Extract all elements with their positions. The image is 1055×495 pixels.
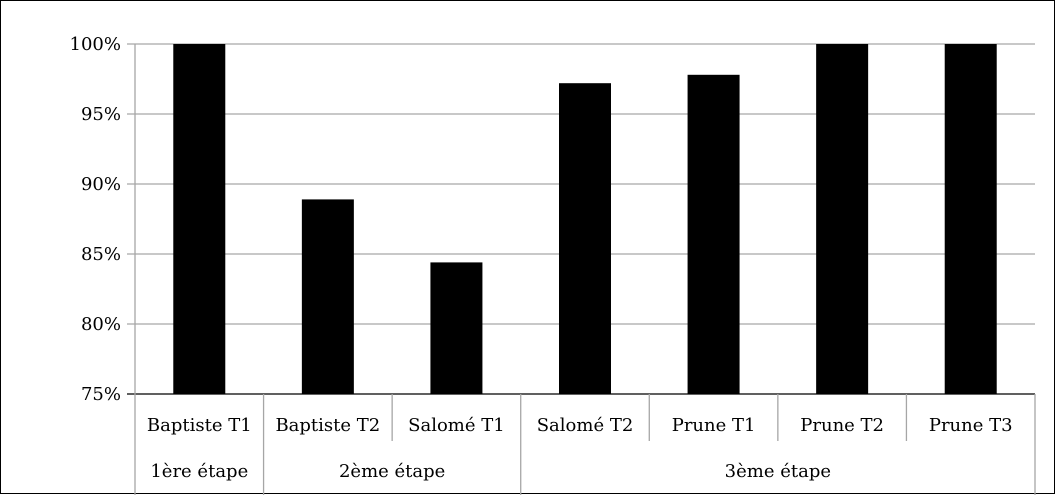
y-tick-label: 80% <box>81 314 121 335</box>
bar <box>430 262 483 394</box>
x-category-label: Salomé T1 <box>408 415 505 436</box>
x-category-label: Baptiste T1 <box>147 415 252 436</box>
y-tick-label: 95% <box>81 104 121 125</box>
x-group-label: 3ème étape <box>725 461 831 482</box>
y-tick-label: 75% <box>81 384 121 405</box>
y-tick-label: 100% <box>70 34 121 55</box>
bar <box>944 44 997 394</box>
bar <box>559 83 611 394</box>
bar <box>173 44 226 394</box>
x-category-label: Prune T3 <box>929 415 1013 436</box>
y-tick-label: 90% <box>81 174 121 195</box>
bar <box>816 44 869 394</box>
x-category-label: Baptiste T2 <box>275 415 380 436</box>
bar <box>301 199 354 394</box>
x-category-label: Prune T1 <box>672 415 756 436</box>
x-category-label: Prune T2 <box>800 415 884 436</box>
bars <box>173 44 997 395</box>
x-group-label: 2ème étape <box>339 461 445 482</box>
x-group-label: 1ère étape <box>150 461 248 482</box>
bar <box>687 74 740 395</box>
labels: 75% 80% 85% 90% 95% 100% Baptiste T1 Baptiste T… <box>70 34 1013 482</box>
x-category-label: Salomé T2 <box>537 415 634 436</box>
axes <box>134 44 1036 495</box>
y-tick-label: 85% <box>81 244 121 265</box>
